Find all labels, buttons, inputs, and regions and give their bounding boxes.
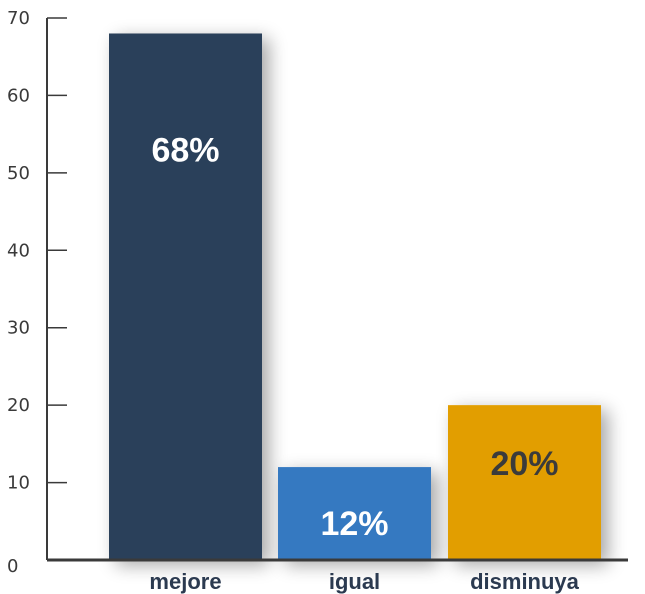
category-label-mejore: mejore [149, 569, 221, 594]
y-tick-label: 0 [7, 556, 18, 577]
category-label-igual: igual [329, 569, 380, 594]
y-tick-label: 50 [7, 163, 30, 184]
y-tick-label: 70 [7, 8, 30, 29]
y-tick-label: 30 [7, 318, 30, 339]
y-tick-label: 10 [7, 473, 30, 494]
bar-mejore [109, 33, 262, 560]
data-label-disminuya: 20% [490, 445, 558, 483]
y-tick-label: 60 [7, 85, 30, 106]
data-label-igual: 12% [320, 505, 388, 543]
bar-disminuya [448, 405, 601, 560]
data-label-mejore: 68% [151, 131, 219, 169]
y-tick-label: 20 [7, 395, 30, 416]
y-tick-label: 40 [7, 240, 30, 261]
bar-igual [278, 467, 431, 560]
category-label-disminuya: disminuya [470, 569, 580, 594]
